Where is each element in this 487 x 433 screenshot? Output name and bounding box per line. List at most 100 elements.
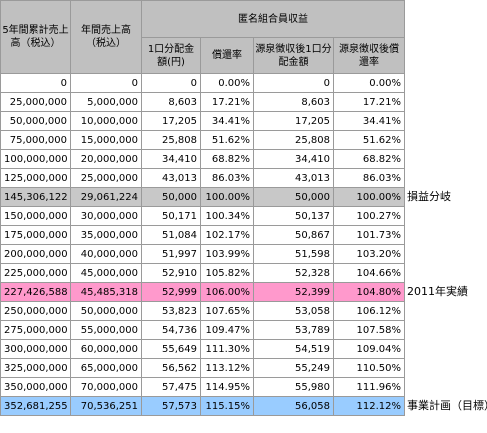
table-cell: 29,061,224 [70,187,142,207]
table-row: 250,000,000 50,000,000 53,823 107.65% 53,058… [0,301,405,321]
table-cell: 60,000,000 [70,339,142,359]
header-investor-income: 匿名組合員収益 [141,0,405,38]
table-cell: 51,997 [141,244,201,264]
header-redemption-rate: 償還率 [200,37,254,74]
table-cell: 56,562 [141,358,201,378]
table-cell: 55,649 [141,339,201,359]
table-row: 100,000,000 20,000,000 34,410 68.82% 34,410 6… [0,149,405,169]
table-cell: 68.82% [200,149,254,169]
table-cell: 34.41% [333,111,405,131]
table-cell: 50,000 [253,187,334,207]
table-cell: 100.34% [200,206,254,226]
table-cell: 10,000,000 [70,111,142,131]
table-cell: 100.00% [333,187,405,207]
table-cell: 17.21% [200,92,254,112]
table-cell: 101.73% [333,225,405,245]
table-cell: 57,475 [141,377,201,397]
table-cell: 111.30% [200,339,254,359]
table-cell: 86.03% [200,168,254,188]
revenue-table: 5年間累計売上高（税込） 年間売上高（税込） 匿名組合員収益 1口分配金額(円)… [0,0,405,416]
table-cell: 51.62% [200,130,254,150]
row-annotation: 損益分岐 [407,190,451,203]
table-cell: 52,999 [141,282,201,302]
table-cell: 43,013 [253,168,334,188]
table-cell: 0 [253,73,334,93]
table-cell: 34.41% [200,111,254,131]
table-cell: 43,013 [141,168,201,188]
table-cell: 100.00% [200,187,254,207]
table-cell: 0.00% [333,73,405,93]
table-cell: 300,000,000 [0,339,71,359]
table-cell: 86.03% [333,168,405,188]
table-row: 150,000,000 30,000,000 50,171 100.34% 50,137… [0,206,405,226]
row-annotation: 事業計画（目標） [407,399,487,412]
table-cell: 45,485,318 [70,282,142,302]
table-cell: 112.12% [333,396,405,416]
table-cell: 109.04% [333,339,405,359]
table-row: 225,000,000 45,000,000 52,910 105.82% 52,328… [0,263,405,283]
table-cell: 25,000,000 [70,168,142,188]
table-cell: 110.50% [333,358,405,378]
table-row: 300,000,000 60,000,000 55,649 111.30% 54,519… [0,339,405,359]
table-cell: 51,598 [253,244,334,264]
table-cell: 106.12% [333,301,405,321]
header-annual-sales: 年間売上高（税込） [70,0,142,74]
table-cell: 107.65% [200,301,254,321]
table-cell: 325,000,000 [0,358,71,378]
table-cell: 106.00% [200,282,254,302]
table-cell: 17,205 [141,111,201,131]
table-cell: 100.27% [333,206,405,226]
table-cell: 0 [70,73,142,93]
table-cell: 51,084 [141,225,201,245]
table-row: 200,000,000 40,000,000 51,997 103.99% 51,598… [0,244,405,264]
table-cell: 40,000,000 [70,244,142,264]
table-cell: 50,000,000 [70,301,142,321]
table-cell: 50,867 [253,225,334,245]
table-row: 0 0 0 0.00% 0 0.00% [0,73,405,93]
table-cell: 50,137 [253,206,334,226]
table-cell: 53,823 [141,301,201,321]
table-cell: 55,980 [253,377,334,397]
table-cell: 25,808 [253,130,334,150]
table-cell: 45,000,000 [70,263,142,283]
table-cell: 103.99% [200,244,254,264]
table-cell: 50,000 [141,187,201,207]
table-cell: 25,808 [141,130,201,150]
table-cell: 200,000,000 [0,244,71,264]
table-cell: 68.82% [333,149,405,169]
table-cell: 125,000,000 [0,168,71,188]
table-cell: 111.96% [333,377,405,397]
header-cumulative-sales: 5年間累計売上高（税込） [0,0,71,74]
table-cell: 115.15% [200,396,254,416]
table-cell: 105.82% [200,263,254,283]
table-cell: 5,000,000 [70,92,142,112]
table-row: 350,000,000 70,000,000 57,475 114.95% 55,980… [0,377,405,397]
table-cell: 57,573 [141,396,201,416]
table-cell: 227,426,588 [0,282,71,302]
table-row: 25,000,000 5,000,000 8,603 17.21% 8,603 17.21… [0,92,405,112]
table-cell: 103.20% [333,244,405,264]
table-cell: 145,306,122 [0,187,71,207]
table-cell: 75,000,000 [0,130,71,150]
table-cell: 53,789 [253,320,334,340]
table-row: 227,426,588 45,485,318 52,999 106.00% 52,399… [0,282,405,302]
table-cell: 54,519 [253,339,334,359]
table-cell: 114.95% [200,377,254,397]
table-cell: 50,171 [141,206,201,226]
table-row: 125,000,000 25,000,000 43,013 86.03% 43,013 8… [0,168,405,188]
table-cell: 51.62% [333,130,405,150]
table-row: 325,000,000 65,000,000 56,562 113.12% 55,249… [0,358,405,378]
table-cell: 30,000,000 [70,206,142,226]
table-row: 145,306,122 29,061,224 50,000 100.00% 50,000… [0,187,405,207]
header-after-tax-redemption-rate: 源泉徴収後償還率 [333,37,405,74]
table-cell: 15,000,000 [70,130,142,150]
table-cell: 65,000,000 [70,358,142,378]
table-cell: 34,410 [253,149,334,169]
table-row: 75,000,000 15,000,000 25,808 51.62% 25,808 51… [0,130,405,150]
table-cell: 17.21% [333,92,405,112]
table-cell: 350,000,000 [0,377,71,397]
table-cell: 50,000,000 [0,111,71,131]
table-cell: 20,000,000 [70,149,142,169]
table-row: 175,000,000 35,000,000 51,084 102.17% 50,867… [0,225,405,245]
table-cell: 109.47% [200,320,254,340]
